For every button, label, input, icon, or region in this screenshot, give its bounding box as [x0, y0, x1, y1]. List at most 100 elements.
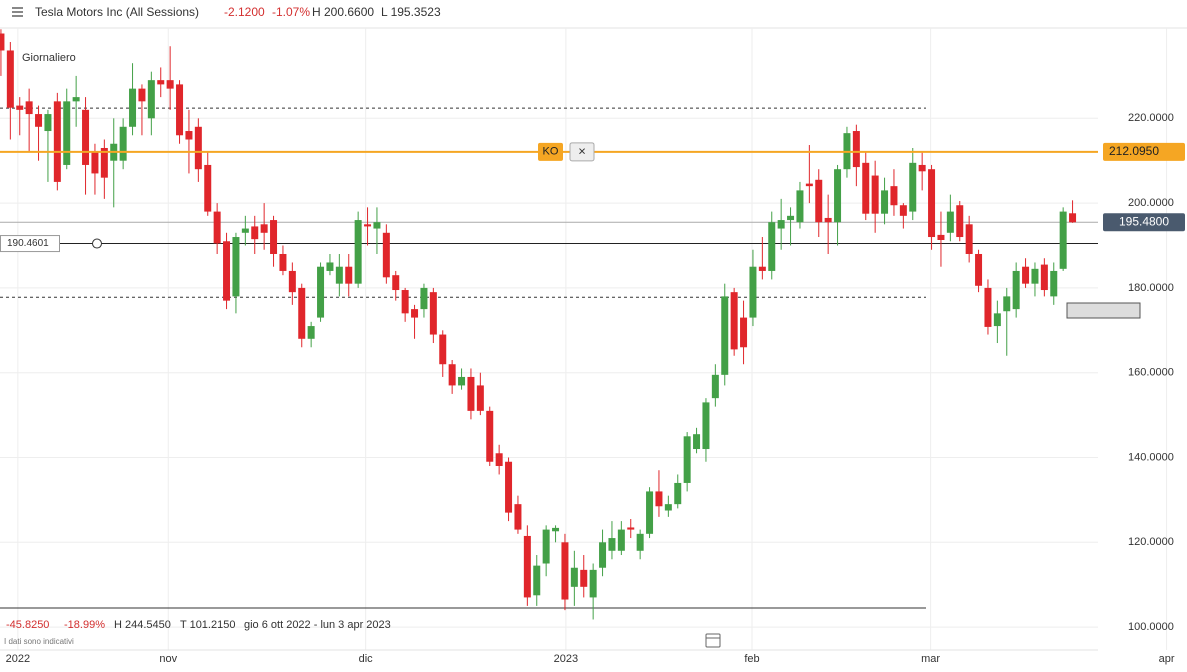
candle-body	[881, 190, 889, 214]
candle-body	[429, 292, 437, 335]
candle-body	[495, 453, 503, 466]
candle-body	[777, 220, 785, 229]
candle-body	[580, 569, 588, 587]
candle-body	[890, 186, 898, 206]
candle-body	[279, 253, 287, 271]
candle-body	[476, 385, 484, 411]
candle-body	[768, 222, 776, 271]
candle-body	[589, 569, 597, 598]
day-low: L 195.3523	[381, 5, 441, 19]
footer-note: I dati sono indicativi	[4, 637, 74, 646]
y-tick-label: 200.0000	[1128, 197, 1174, 209]
candle-body	[824, 217, 832, 223]
x-tick-label: apr	[1159, 653, 1175, 665]
candle-body	[956, 205, 964, 238]
order-close-box[interactable]	[569, 142, 595, 162]
order-price-box	[1103, 142, 1185, 161]
placeholder-box[interactable]	[1066, 302, 1141, 319]
candle-body	[561, 542, 569, 600]
candle-body	[176, 84, 184, 136]
calendar-icon[interactable]	[705, 633, 721, 648]
candle-body	[1003, 296, 1011, 312]
candle-body	[147, 80, 155, 119]
order-tag: KO	[543, 146, 559, 158]
candle-body	[392, 275, 400, 291]
candle-body	[1059, 211, 1067, 269]
candle-body	[617, 529, 625, 551]
candle-body	[91, 152, 99, 174]
day-high: H 200.6600	[312, 5, 374, 19]
footer-change: -45.8250	[6, 619, 49, 631]
y-tick-label: 180.0000	[1128, 282, 1174, 294]
candle-body	[411, 309, 419, 318]
candle-body	[862, 162, 870, 214]
candle-body	[0, 33, 5, 51]
candle-body	[1069, 213, 1077, 223]
x-tick-label: 2023	[554, 653, 578, 665]
footer-range: gio 6 ott 2022 - lun 3 apr 2023	[244, 619, 391, 631]
alert-box	[0, 235, 60, 253]
candle-body	[335, 266, 343, 284]
candle-body	[946, 211, 954, 233]
candle-body	[787, 215, 795, 221]
period: Giornaliero	[22, 52, 76, 64]
x-tick-label: nov	[159, 653, 177, 665]
candle-body	[730, 292, 738, 350]
candle-body	[852, 131, 860, 168]
candle-body	[636, 533, 644, 551]
candle-body	[373, 222, 381, 229]
candle-body	[82, 109, 90, 165]
candle-body	[523, 535, 531, 598]
alert-handle[interactable]	[92, 238, 102, 249]
candle-body	[401, 290, 409, 314]
candle-body	[345, 266, 353, 284]
candle-body	[984, 287, 992, 327]
candle-body	[1050, 270, 1058, 297]
y-tick-label: 100.0000	[1128, 621, 1174, 633]
candle-body	[232, 237, 240, 297]
candle-body	[815, 179, 823, 223]
candle-body	[467, 376, 475, 411]
candle-body	[505, 461, 513, 513]
candle-body	[448, 364, 456, 386]
candle-body	[749, 266, 757, 318]
change-pct: -1.07%	[272, 5, 310, 19]
candle-body	[307, 326, 315, 339]
candle-body	[993, 313, 1001, 327]
last-price-label: 195.4800	[1119, 214, 1169, 228]
candle-body	[486, 410, 494, 462]
candle-body	[1031, 268, 1039, 284]
candle-body	[909, 162, 917, 212]
candle-body	[646, 491, 654, 534]
order-tag-box[interactable]	[538, 142, 563, 161]
x-tick-label: dic	[359, 653, 374, 665]
candle-body	[288, 270, 296, 293]
candle-body	[805, 183, 813, 187]
candle-body	[44, 114, 52, 132]
candle-body	[1012, 270, 1020, 310]
menu-icon[interactable]	[12, 7, 23, 17]
candle-body	[119, 126, 127, 161]
candle-body	[608, 538, 616, 551]
candle-body	[204, 164, 212, 212]
candle-body	[514, 504, 522, 530]
alert-label: 190.4601	[7, 238, 49, 249]
candle-body	[317, 266, 325, 318]
candle-body	[251, 226, 259, 240]
candle-body	[1040, 264, 1048, 291]
candle-body	[702, 402, 710, 450]
candle-body	[213, 211, 221, 244]
change: -2.1200	[224, 5, 265, 19]
footer-change-pct: -18.99%	[64, 619, 105, 631]
x-tick-label: mar	[921, 653, 940, 665]
candle-body	[542, 529, 550, 564]
x-tick-label: feb	[744, 653, 759, 665]
candle-body	[223, 241, 231, 301]
candle-body	[721, 296, 729, 375]
candle-body	[683, 436, 691, 483]
candle-body	[918, 164, 926, 172]
candle-body	[260, 224, 268, 233]
candle-body	[420, 287, 428, 310]
footer-low: T 101.2150	[180, 619, 235, 631]
